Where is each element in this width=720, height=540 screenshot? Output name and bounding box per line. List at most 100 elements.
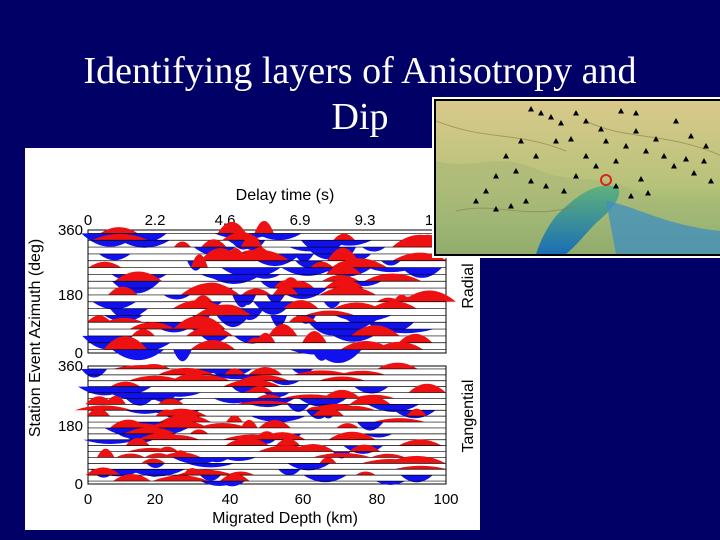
waveform-lobe — [308, 403, 365, 411]
waveform-lobe — [125, 398, 154, 406]
waveform-lobe — [156, 446, 179, 452]
waveform-lobe — [128, 375, 182, 381]
waveform-lobe — [349, 395, 391, 405]
station-triangle-icon — [683, 156, 689, 162]
bottom-axis-label: Migrated Depth (km) — [212, 510, 358, 527]
waveform-lobe — [219, 474, 250, 482]
station-triangle-icon — [503, 153, 509, 159]
tangential-panel — [74, 362, 448, 487]
waveform-lobe — [173, 349, 192, 362]
waveform-lobe — [233, 250, 290, 261]
waveform-lobe — [408, 383, 446, 393]
bottom-tick-label: 100 — [433, 491, 458, 508]
waveform-lobe — [96, 448, 115, 458]
bottom-tick-label: 20 — [147, 491, 164, 508]
waveform-lobe — [128, 469, 186, 477]
radial-y-tick-label: 360 — [58, 222, 83, 239]
waveform-lobe — [278, 469, 301, 476]
title-line-2: Dip — [331, 96, 389, 138]
waveform-lobe — [99, 227, 138, 234]
waveform-lobe — [246, 337, 266, 343]
station-triangle-icon — [518, 138, 524, 144]
waveform-lobe — [338, 370, 386, 375]
waveform-lobe — [190, 254, 208, 268]
waveform-lobe — [239, 294, 257, 305]
waveform-lobe — [318, 376, 366, 381]
waveform-lobe — [131, 329, 155, 336]
waveform-lobe — [367, 267, 416, 273]
waveform-lobe — [171, 373, 216, 381]
waveform-lobe — [110, 423, 166, 428]
waveform-lobe — [92, 301, 137, 310]
waveform-lobe — [305, 310, 355, 316]
waveform-lobe — [186, 463, 235, 468]
waveform-lobe — [340, 340, 392, 350]
top-tick-label: 1 — [425, 212, 433, 229]
waveform-lobe — [273, 280, 296, 289]
waveform-lobe — [354, 386, 389, 394]
waveform-lobe — [199, 475, 221, 482]
tangential-y-tick-label: 180 — [58, 418, 83, 435]
station-triangle-icon — [493, 173, 499, 179]
station-triangle-icon — [613, 158, 619, 164]
waveform-lobe — [190, 339, 236, 350]
waveform-lobe — [216, 315, 250, 328]
waveform-lobe — [256, 394, 283, 399]
waveform-lobe — [119, 240, 170, 248]
waveform-lobe — [321, 274, 360, 282]
waveform-lobe — [117, 433, 141, 439]
waveform-lobe — [250, 416, 306, 423]
waveform-lobe — [333, 302, 380, 309]
waveform-lobe — [180, 283, 240, 295]
station-triangle-icon — [543, 183, 549, 189]
waveform-lobe — [85, 396, 113, 405]
waveform-lobe — [380, 260, 401, 266]
waveform-lobe — [248, 367, 283, 375]
station-triangle-icon — [701, 158, 707, 164]
waveform-lobe — [281, 267, 334, 276]
receiver-function-figure: Delay time (s) Migrated Depth (km) Stati… — [25, 148, 480, 530]
radial-y-tick-label: 0 — [75, 345, 83, 362]
tangential-y-tick-label: 360 — [58, 358, 83, 375]
waveform-lobe — [377, 362, 418, 369]
waveform-lobe — [256, 233, 302, 241]
tangential-label: Tangential — [460, 380, 477, 453]
waveform-lobe — [201, 239, 227, 248]
waveform-lobe — [250, 274, 281, 279]
station-triangle-icon — [493, 206, 499, 212]
station-triangle-icon — [573, 173, 579, 179]
waveform-lobe — [144, 453, 173, 458]
waveform-lobe — [176, 469, 234, 476]
waveform-lobe — [152, 475, 209, 482]
waveform-lobe — [222, 457, 256, 462]
waveform-lobe — [125, 410, 164, 414]
top-tick-label: 2.2 — [145, 212, 166, 229]
waveform-lobe — [217, 221, 247, 234]
waveform-lobe — [226, 415, 243, 423]
waveform-lobe — [319, 457, 337, 464]
waveform-lobe — [160, 452, 202, 458]
waveform-lobe — [312, 407, 344, 417]
waveform-lobe — [141, 458, 166, 464]
waveform-lobe — [115, 453, 146, 458]
station-triangle-icon — [528, 178, 534, 184]
station-markers — [473, 106, 714, 212]
station-triangle-icon — [618, 108, 624, 114]
waveform-lobe — [271, 380, 300, 386]
station-triangle-icon — [523, 198, 529, 204]
station-triangle-icon — [538, 110, 544, 116]
radial-label: Radial — [460, 263, 477, 308]
waveform-lobe — [155, 409, 178, 417]
highlight-station-icon — [600, 174, 612, 186]
waveform-lobe — [364, 433, 393, 438]
station-triangle-icon — [528, 106, 534, 112]
station-triangle-icon — [513, 168, 519, 174]
top-tick-label: 0 — [84, 212, 92, 229]
waveform-lobe — [157, 367, 215, 375]
waveform-lobe — [302, 331, 327, 343]
waveform-lobe — [348, 444, 381, 452]
station-triangle-icon — [603, 138, 609, 144]
station-triangle-icon — [691, 170, 697, 176]
top-axis-label: Delay time (s) — [236, 187, 335, 204]
waveform-lobe — [323, 301, 341, 309]
